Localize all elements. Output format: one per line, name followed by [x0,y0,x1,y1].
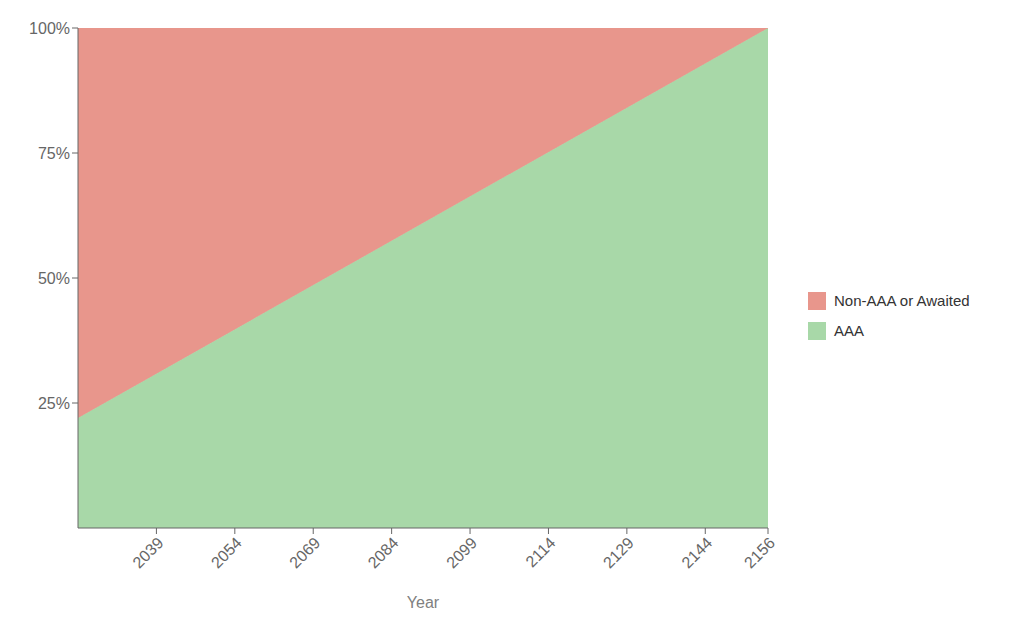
svg-text:2039: 2039 [129,534,166,571]
html-text:Non-AAA or Awaited: Non-AAA or Awaited [834,292,970,309]
svg-text:2129: 2129 [600,534,637,571]
svg-text:75%: 75% [38,145,70,162]
svg-text:50%: 50% [38,270,70,287]
svg-text:2099: 2099 [443,534,480,571]
svg-text:2069: 2069 [286,534,323,571]
html-text:AAA: AAA [834,322,864,339]
svg-text:25%: 25% [38,395,70,412]
svg-text:2114: 2114 [522,534,558,570]
svg-text:2054: 2054 [208,534,245,571]
svg-text:2084: 2084 [365,534,402,571]
svg-text:2156: 2156 [741,534,778,571]
svg-text:100%: 100% [29,20,70,37]
svg-text:Year: Year [407,594,440,611]
svg-text:2144: 2144 [678,534,715,571]
